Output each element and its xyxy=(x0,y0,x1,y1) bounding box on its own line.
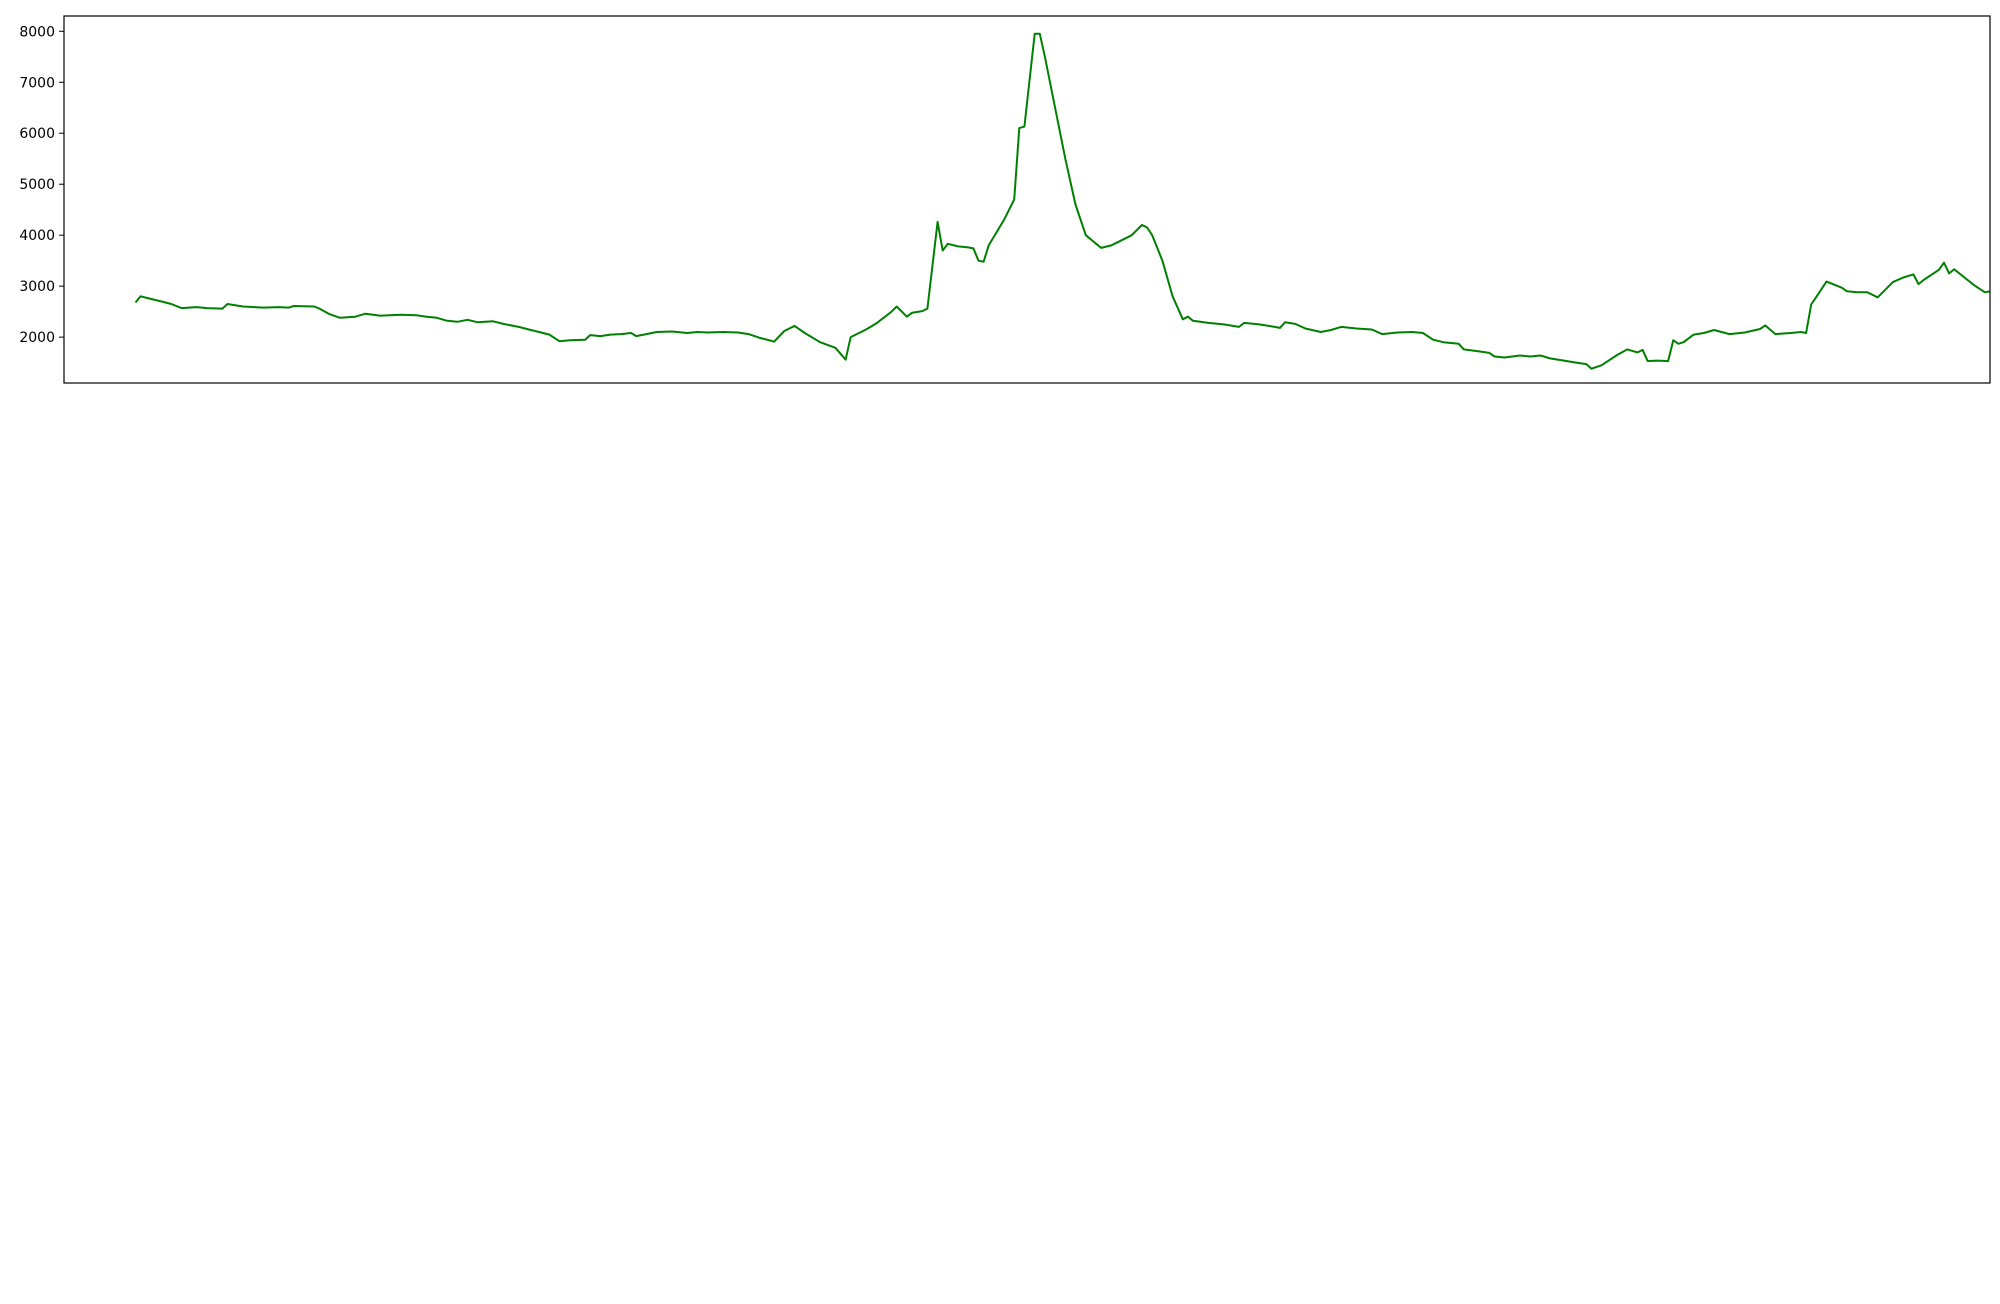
panel-1-ytick-label-3: 5000 xyxy=(19,177,55,193)
panel-1-ytick-label-0: 2000 xyxy=(19,330,55,346)
panel-1-ytick-label-1: 3000 xyxy=(19,279,55,295)
panel-1-ytick-label-6: 8000 xyxy=(19,24,55,40)
panel-1-frame xyxy=(63,15,1991,384)
panel-1-ytick-label-4: 6000 xyxy=(19,126,55,142)
panel-1-ytick-label-2: 4000 xyxy=(19,228,55,244)
panel-1-ytick-label-5: 7000 xyxy=(19,75,55,91)
price-line-0 xyxy=(134,32,1991,370)
